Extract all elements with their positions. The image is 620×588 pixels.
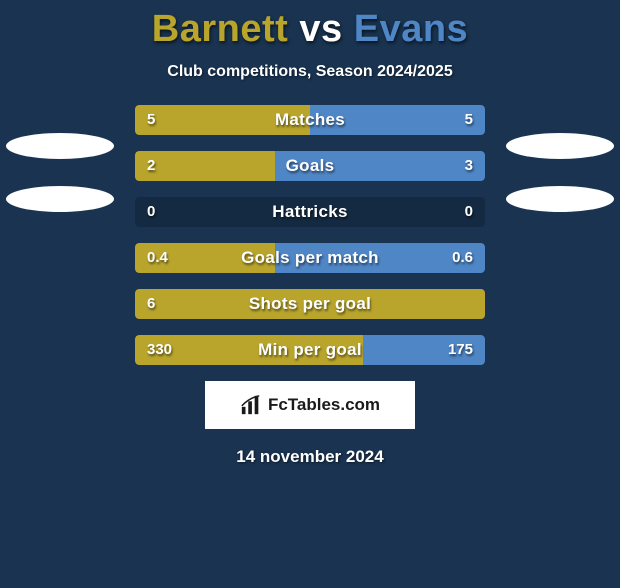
stat-row: 330175Min per goal — [135, 335, 485, 365]
stat-row: 23Goals — [135, 151, 485, 181]
stat-row: 0.40.6Goals per match — [135, 243, 485, 273]
player1-name: Barnett — [152, 8, 289, 50]
player-ellipse — [6, 186, 114, 212]
stat-label: Hattricks — [135, 197, 485, 227]
date-text: 14 november 2024 — [0, 447, 620, 467]
player-ellipse — [506, 133, 614, 159]
comparison-title: Barnett vs Evans — [0, 8, 620, 51]
stat-row: 00Hattricks — [135, 197, 485, 227]
stat-label: Matches — [135, 105, 485, 135]
stat-label: Shots per goal — [135, 289, 485, 319]
stat-label: Goals — [135, 151, 485, 181]
stat-label: Goals per match — [135, 243, 485, 273]
branding-tag: FcTables.com — [205, 381, 415, 429]
player-ellipse — [506, 186, 614, 212]
subtitle: Club competitions, Season 2024/2025 — [0, 63, 620, 81]
stat-label: Min per goal — [135, 335, 485, 365]
bars-icon — [240, 394, 262, 416]
stats-chart: 55Matches 23Goals 00Hattricks 0.40.6Goals p… — [135, 105, 485, 365]
player-ellipse — [6, 133, 114, 159]
stat-row: 55Matches — [135, 105, 485, 135]
vs-text: vs — [299, 8, 342, 50]
player2-name: Evans — [354, 8, 468, 50]
branding-text: FcTables.com — [268, 395, 380, 415]
stat-row: 6Shots per goal — [135, 289, 485, 319]
